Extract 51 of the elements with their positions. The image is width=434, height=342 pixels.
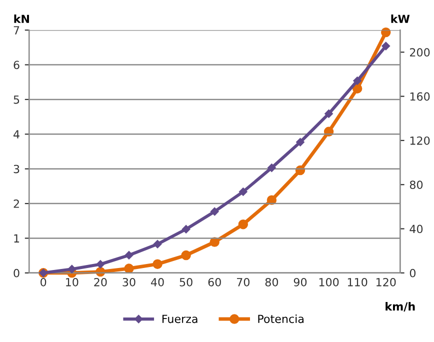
y-tick-label: 2 — [14, 200, 19, 208]
point — [182, 225, 190, 234]
y2-tick-label: 200 — [410, 48, 430, 57]
x-tick-label: 120 — [376, 278, 396, 286]
x-tick-label: 20 — [94, 278, 107, 286]
y-tick-label: 3 — [14, 164, 20, 174]
x-tick-label: 40 — [151, 278, 164, 286]
y2-tick-label: 80 — [410, 180, 423, 189]
point — [296, 138, 304, 146]
x-tick-label: 10 — [66, 278, 78, 286]
point — [382, 42, 390, 50]
point — [238, 219, 248, 230]
point — [324, 110, 333, 118]
y-tick-label: 6 — [14, 60, 20, 70]
x-axis-title: km/h — [386, 302, 415, 312]
y-tick-label: 4 — [14, 130, 20, 138]
x-tick-label: 110 — [348, 278, 368, 286]
point — [353, 76, 362, 85]
point — [181, 250, 191, 260]
point — [352, 84, 362, 94]
point — [210, 207, 219, 216]
point — [124, 264, 134, 274]
y-tick-label: 7 — [14, 26, 20, 34]
y2-tick-label: 40 — [410, 224, 423, 234]
y-tick-label: 1 — [14, 234, 20, 242]
y-tick-label: 0 — [14, 268, 20, 278]
x-tick-label: 100 — [319, 278, 339, 286]
x-tick-label: 0 — [40, 278, 46, 286]
legend-label: Fuerza — [162, 314, 198, 324]
y2-axis-title: kW — [391, 14, 410, 23]
point — [381, 27, 391, 38]
point — [96, 260, 105, 268]
point — [266, 195, 277, 205]
y2-tick-label: 0 — [410, 268, 416, 278]
y2-tick-label: 160 — [410, 92, 430, 101]
legend-label: Potencia — [258, 314, 304, 324]
x-tick-label: 90 — [294, 278, 307, 286]
point — [268, 164, 276, 172]
point — [153, 240, 162, 248]
x-tick-label: 70 — [237, 278, 250, 286]
point — [239, 188, 248, 196]
x-tick-label: 50 — [180, 278, 192, 286]
point — [124, 251, 134, 260]
point — [68, 264, 76, 274]
point — [152, 259, 162, 269]
x-tick-label: 80 — [265, 278, 278, 286]
x-tick-label: 30 — [122, 278, 136, 286]
y2-tick-label: 120 — [410, 136, 430, 145]
y-axis-title: kN — [14, 14, 29, 23]
y-tick-label: 5 — [14, 96, 20, 104]
x-tick-label: 60 — [208, 278, 221, 286]
